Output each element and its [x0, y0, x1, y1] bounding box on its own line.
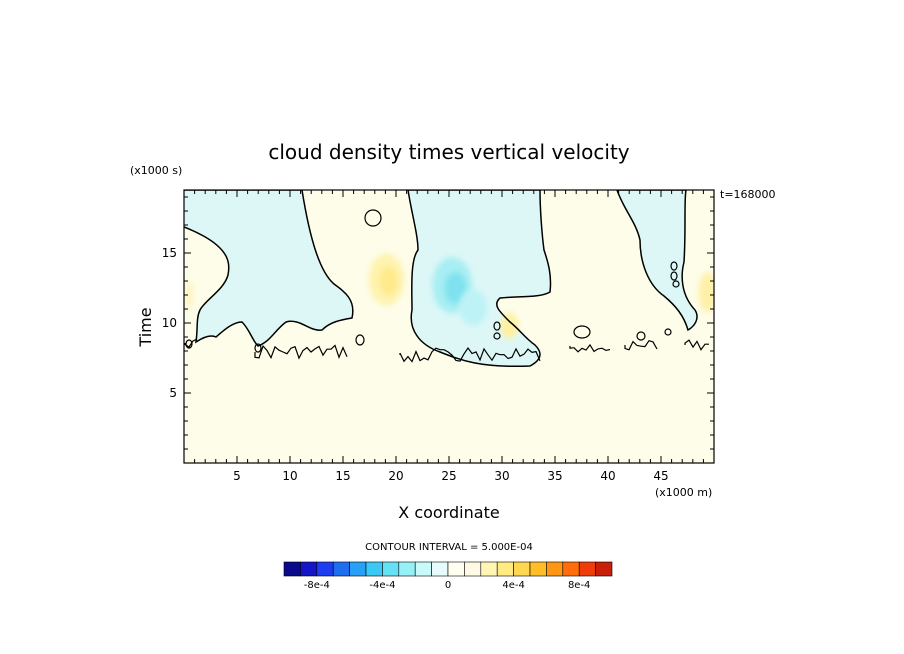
- cloud-base-contour-4: [569, 343, 611, 353]
- x-tick-label: 20: [388, 469, 403, 483]
- closed-contour-10: [573, 325, 591, 339]
- colorbar-cell: [513, 561, 531, 577]
- x-tick-label: 30: [494, 469, 509, 483]
- colorbar-cell: [464, 561, 482, 577]
- colorbar-cell: [398, 561, 416, 577]
- colorbar-cell: [349, 561, 367, 577]
- colorbar-cell: [365, 561, 383, 577]
- colorbar-cell: [480, 561, 498, 577]
- closed-contour-2: [670, 261, 678, 271]
- x-tick-label: 25: [441, 469, 456, 483]
- max-blob-west-core: [379, 267, 398, 295]
- colorbar-cell: [447, 561, 465, 577]
- colorbar-cell: [332, 561, 350, 577]
- zero-contour-3: [616, 190, 698, 332]
- time-stamp: t=168000: [720, 188, 776, 201]
- plot-area: 5 10 15 20 25 30 35 40 45 5 10 15: [162, 189, 715, 483]
- x-axis-label: X coordinate: [398, 503, 499, 522]
- closed-contour-1: [364, 209, 382, 227]
- colorbar-tick-label: 4e-4: [502, 580, 525, 591]
- x-tick-label: 45: [653, 469, 668, 483]
- closed-contour-5: [493, 321, 501, 331]
- x-tick-label: 35: [547, 469, 562, 483]
- x-tick-label: 5: [233, 469, 241, 483]
- colorbar-cell: [546, 561, 564, 577]
- y-tick-label: 10: [162, 316, 177, 330]
- plume-region-east: [617, 190, 698, 330]
- closed-contour-6: [493, 332, 501, 340]
- min-secondary-blob: [459, 289, 488, 326]
- y-tick-label: 15: [162, 246, 177, 260]
- cloud-base-contour-2: [254, 344, 348, 360]
- x-tick-label: 10: [282, 469, 297, 483]
- colorbar-cell: [578, 561, 596, 577]
- cloud-base-contour-3: [399, 346, 541, 363]
- closed-contour-11: [636, 331, 646, 341]
- chart-title: cloud density times vertical velocity: [268, 140, 629, 164]
- colorbar-cell: [382, 561, 400, 577]
- closed-contour-8: [254, 343, 262, 353]
- colorbar-cell: [283, 561, 301, 577]
- x-ticks: 5 10 15 20 25 30 35 40 45: [194, 190, 704, 483]
- field-regions: [184, 190, 714, 367]
- plume-region-west: [184, 190, 353, 346]
- x-tick-label: 40: [600, 469, 615, 483]
- y-unit-label: (x1000 s): [130, 164, 182, 177]
- closed-contour-12: [664, 328, 672, 336]
- colorbar-cell: [529, 561, 547, 577]
- colorbar-tick-label: -4e-4: [369, 580, 395, 591]
- colorbar-tick-label: -8e-4: [304, 580, 330, 591]
- zero-contour-1: [184, 190, 354, 347]
- colorbar: -8e-4 -4e-4 0 4e-4 8e-4: [283, 561, 613, 591]
- max-blob-edge-west: [185, 281, 194, 309]
- closed-contour-3: [670, 271, 678, 281]
- zero-contour-2: [407, 190, 552, 368]
- colorbar-cell: [595, 561, 613, 577]
- contour-interval-label: CONTOUR INTERVAL = 5.000E-04: [365, 542, 533, 553]
- contour-lines: [184, 190, 709, 368]
- colorbar-tick-label: 8e-4: [568, 580, 591, 591]
- max-blob-east: [698, 272, 714, 313]
- colorbar-cell: [562, 561, 580, 577]
- cloud-base-contour-1: [184, 338, 198, 348]
- colorbar-cell: [414, 561, 432, 577]
- colorbar-cell: [496, 561, 514, 577]
- closed-contour-4: [672, 280, 680, 288]
- max-blob-central: [500, 312, 519, 339]
- x-unit-label: (x1000 m): [655, 486, 712, 499]
- min-core-inner: [444, 272, 467, 304]
- y-tick-label: 5: [169, 386, 177, 400]
- cloud-base-contour-6: [684, 339, 709, 351]
- closed-contour-7: [185, 339, 193, 349]
- plume-region-central: [408, 190, 551, 367]
- x-tick-label: 15: [335, 469, 350, 483]
- colorbar-tick-label: 0: [445, 580, 451, 591]
- closed-contour-9: [355, 334, 365, 346]
- colorbar-cell: [431, 561, 449, 577]
- colorbar-cell: [300, 561, 318, 577]
- colorbar-cell: [316, 561, 334, 577]
- cloud-base-contour-5: [624, 339, 658, 351]
- y-axis-label: Time: [136, 307, 155, 347]
- y-ticks: 5 10 15: [162, 196, 714, 450]
